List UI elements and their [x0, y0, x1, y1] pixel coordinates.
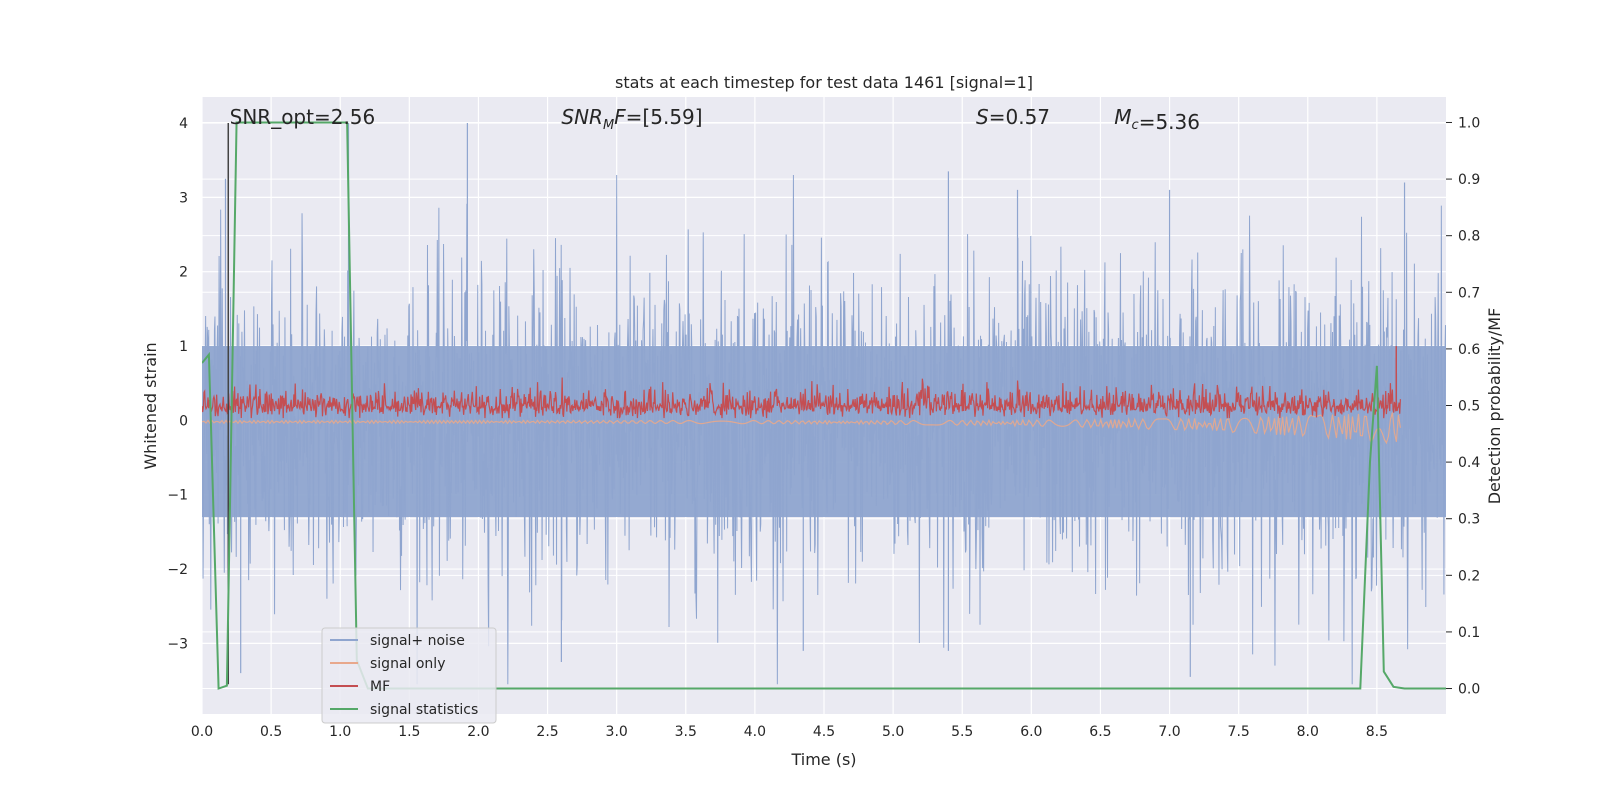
- y-tick-label: −1: [167, 488, 188, 504]
- x-tick-label: 3.0: [606, 724, 628, 740]
- y2-tick-label: 0.5: [1458, 399, 1480, 415]
- chart-title: stats at each timestep for test data 146…: [615, 73, 1033, 92]
- legend: signal+ noise signal only MF signal stat…: [321, 627, 497, 724]
- y2-tick-label: 0.1: [1458, 625, 1480, 641]
- y-tick-label: −2: [167, 562, 188, 578]
- signal-only-series: [202, 412, 1401, 445]
- legend-label-signal-noise: signal+ noise: [370, 633, 465, 649]
- y-tick-label: 4: [179, 116, 188, 132]
- x-tick-label: 1.0: [329, 724, 351, 740]
- y2-tick-label: 1.0: [1458, 115, 1480, 131]
- annotation-snr-opt: SNR_opt=2.56: [230, 105, 376, 129]
- x-tick-label: 0.0: [191, 724, 213, 740]
- x-tick-label: 7.5: [1228, 724, 1250, 740]
- y2-tick-label: 0.2: [1458, 568, 1480, 584]
- x-tick-label: 8.0: [1297, 724, 1319, 740]
- x-axis-label: Time (s): [790, 750, 856, 769]
- x-tick-label: 2.5: [536, 724, 558, 740]
- legend-box: [321, 627, 497, 724]
- x-tick-label: 8.5: [1366, 724, 1388, 740]
- x-tick-label: 4.5: [813, 724, 835, 740]
- y-axis-label: Whitened strain: [141, 342, 160, 469]
- x-tick-label: 1.5: [398, 724, 420, 740]
- annotation-mc-value: Mc=5.36: [1114, 105, 1200, 134]
- y2-axis-ticks: 0.0 0.1 0.2 0.3 0.4 0.5 0.6 0.7 0.8 0.9 1.0: [1446, 115, 1480, 698]
- legend-label-mf: MF: [370, 679, 390, 695]
- x-tick-label: 0.5: [260, 724, 282, 740]
- x-tick-label: 6.0: [1020, 724, 1042, 740]
- y-tick-label: 2: [179, 265, 188, 281]
- x-tick-label: 5.0: [882, 724, 904, 740]
- mf-series: [202, 377, 1401, 419]
- y-tick-label: 0: [179, 413, 188, 429]
- y2-tick-label: 0.6: [1458, 342, 1480, 358]
- y2-tick-label: 0.9: [1458, 172, 1480, 188]
- x-tick-label: 2.0: [467, 724, 489, 740]
- y2-tick-label: 0.8: [1458, 229, 1480, 245]
- y2-tick-label: 0.4: [1458, 455, 1480, 471]
- y2-tick-label: 0.0: [1458, 682, 1480, 698]
- x-tick-label: 5.5: [951, 724, 973, 740]
- y2-tick-label: 0.7: [1458, 285, 1480, 301]
- x-axis-ticks: 0.0 0.5 1.0 1.5 2.0 2.5 3.0 3.5 4.0 4.5 5.0 5.5 6.0 6…: [191, 724, 1388, 740]
- x-tick-label: 3.5: [675, 724, 697, 740]
- legend-label-signal-only: signal only: [370, 656, 445, 672]
- signal-noise-series: [202, 175, 1446, 685]
- x-tick-label: 4.0: [744, 724, 766, 740]
- y-tick-label: 1: [179, 339, 188, 355]
- annotation-snr-mf: SNRMF=[5.59]: [561, 105, 702, 133]
- annotation-s-value: S=0.57: [976, 105, 1050, 129]
- y-tick-label: 3: [179, 190, 188, 206]
- y-axis-ticks: −3 −2 −1 0 1 2 3 4: [167, 116, 188, 652]
- y2-axis-label: Detection probability/MF: [1485, 308, 1504, 505]
- x-tick-label: 6.5: [1089, 724, 1111, 740]
- y-tick-label: −3: [167, 636, 188, 652]
- annotations: SNR_opt=2.56 SNRMF=[5.59] S=0.57 Mc=5.36: [230, 105, 1200, 134]
- y2-tick-label: 0.3: [1458, 512, 1480, 528]
- series-layer: [202, 121, 1446, 690]
- legend-label-signal-statistics: signal statistics: [370, 702, 478, 718]
- x-tick-label: 7.0: [1158, 724, 1180, 740]
